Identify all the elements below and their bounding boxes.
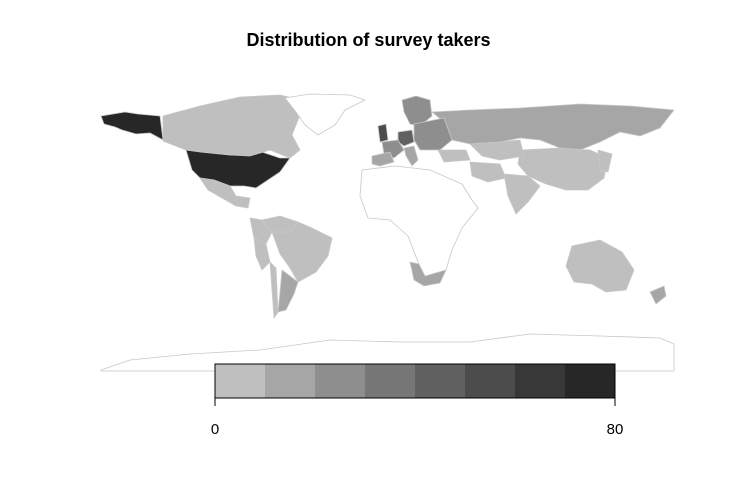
legend-bin-5 (415, 364, 466, 398)
legend-bin-8 (565, 364, 616, 398)
region-chile (269, 261, 279, 319)
region-colombia (249, 217, 273, 245)
chart-title: Distribution of survey takers (246, 30, 491, 50)
region-new-zealand (649, 285, 667, 305)
region-antarctica (100, 333, 675, 372)
region-kazakhstan (469, 139, 525, 161)
region-iran (469, 161, 507, 183)
region-argentina (277, 269, 299, 313)
region-peru (253, 237, 271, 271)
region-united-kingdom (377, 123, 389, 143)
region-spain (371, 151, 395, 167)
legend-bin-6 (465, 364, 516, 398)
region-china (517, 147, 609, 191)
region-india (503, 173, 541, 215)
region-italy (403, 145, 419, 167)
region-scandinavia (401, 95, 433, 127)
legend-min-label: 0 (211, 421, 219, 438)
region-turkey (437, 149, 471, 163)
legend-max-label: 80 (607, 421, 624, 438)
region-africa-other (359, 165, 479, 277)
region-greenland (284, 93, 366, 136)
region-australia (565, 239, 635, 293)
legend-bin-1 (215, 364, 266, 398)
legend-bin-3 (315, 364, 366, 398)
region-alaska (100, 111, 164, 141)
legend-bin-4 (365, 364, 416, 398)
region-mexico (199, 177, 251, 209)
region-japan (597, 149, 613, 173)
legend-bin-7 (515, 364, 566, 398)
region-canada (162, 94, 311, 159)
region-venezuela (261, 215, 299, 233)
legend-frame (214, 363, 616, 399)
legend-bin-2 (265, 364, 316, 398)
